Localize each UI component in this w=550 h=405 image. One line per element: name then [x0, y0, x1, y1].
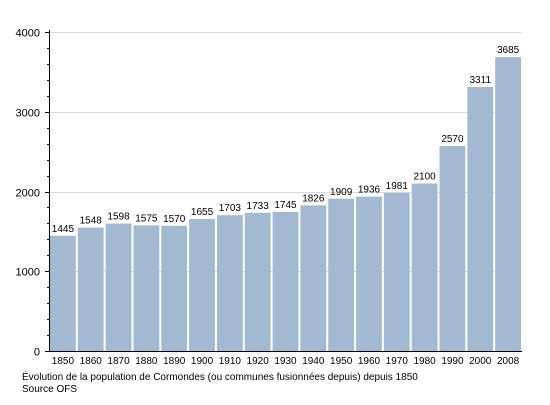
- chart-caption: Évolution de la population de Cormondes …: [22, 372, 418, 383]
- x-tick-label: 1950: [330, 356, 353, 367]
- x-tick-label: 1870: [107, 356, 130, 367]
- bar: [133, 225, 160, 351]
- x-tick-label: 1940: [302, 356, 325, 367]
- y-tick-label: 1000: [16, 267, 40, 279]
- bar: [383, 193, 410, 351]
- x-tick-label: 2000: [469, 356, 492, 367]
- bar: [244, 212, 271, 351]
- bar-value-label: 1598: [107, 212, 130, 223]
- x-tick-label: 1860: [80, 356, 103, 367]
- x-tick-label: 1880: [135, 356, 158, 367]
- x-tick-label: 1990: [441, 356, 464, 367]
- bar: [439, 146, 466, 351]
- bar: [50, 235, 76, 351]
- bar: [216, 215, 243, 351]
- x-tick-label: 1900: [191, 356, 214, 367]
- x-tick-label: 1890: [163, 356, 186, 367]
- y-tick-label: 2000: [16, 188, 40, 200]
- bar-value-label: 1733: [247, 201, 270, 212]
- bar-value-label: 1826: [302, 193, 325, 204]
- x-tick-label: 1960: [358, 356, 381, 367]
- x-tick-label: 1920: [247, 356, 270, 367]
- x-tick-label: 1970: [386, 356, 409, 367]
- bar: [161, 225, 188, 351]
- x-tick-label: 1980: [413, 356, 436, 367]
- x-tick-label: 1850: [52, 356, 75, 367]
- bar: [411, 183, 438, 351]
- bar-value-label: 1445: [52, 224, 75, 235]
- bar-value-label: 3311: [470, 75, 492, 86]
- bar-value-label: 2570: [441, 134, 464, 145]
- bar-value-label: 1745: [274, 200, 297, 211]
- bar: [189, 219, 215, 351]
- bar: [272, 211, 299, 351]
- bar: [300, 205, 327, 351]
- x-tick-label: 1910: [219, 356, 242, 367]
- bar: [105, 223, 132, 351]
- bar-value-label: 1981: [386, 181, 409, 192]
- bar: [328, 198, 355, 351]
- chart-source: Source OFS: [22, 384, 78, 395]
- x-tick-label: 1930: [274, 356, 297, 367]
- bar: [77, 227, 104, 351]
- bar-value-label: 1570: [163, 214, 186, 225]
- bar-value-label: 3685: [497, 45, 520, 56]
- bar-value-label: 1548: [80, 216, 103, 227]
- bar-value-label: 1936: [358, 185, 381, 196]
- bar-value-label: 1575: [135, 213, 158, 224]
- bar: [495, 57, 521, 352]
- bar: [467, 86, 494, 351]
- y-tick-label: 3000: [16, 108, 40, 120]
- y-tick-label: 4000: [16, 28, 40, 40]
- bar: [356, 196, 382, 351]
- y-tick-label: 0: [34, 347, 40, 359]
- bar-value-label: 1655: [191, 207, 214, 218]
- x-tick-label: 2008: [497, 356, 520, 367]
- bar-value-label: 1909: [330, 187, 353, 198]
- bar-value-label: 1703: [219, 203, 242, 214]
- bar-value-label: 2100: [413, 172, 436, 183]
